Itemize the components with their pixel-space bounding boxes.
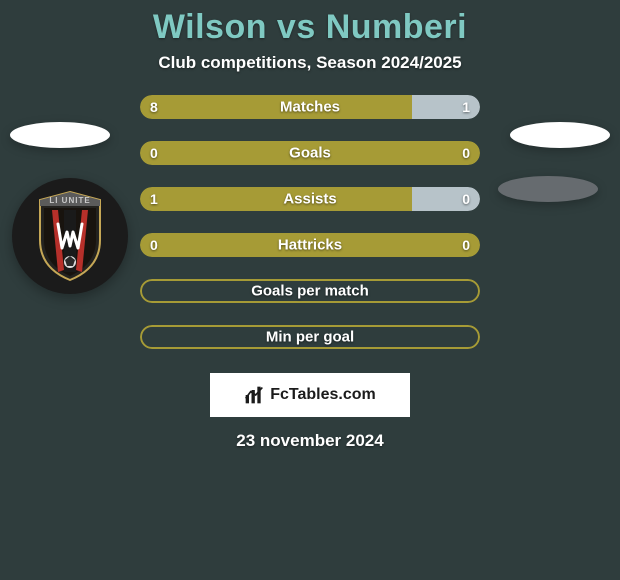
brand-box: FcTables.com — [210, 373, 410, 417]
bar-label: Assists — [283, 191, 336, 208]
player-left-placeholder — [10, 122, 110, 148]
bar-right-value: 1 — [462, 99, 470, 115]
stat-bar: Assists 1 0 — [140, 187, 480, 211]
bar-right-value: 0 — [462, 237, 470, 253]
bar-label: Hattricks — [278, 237, 342, 254]
shield-icon: LI UNITE — [34, 190, 106, 282]
stat-bar: Goals per match — [140, 279, 480, 303]
page-title: Wilson vs Numberi — [153, 8, 467, 47]
bar-left-value: 1 — [150, 191, 158, 207]
bar-left-value: 0 — [150, 145, 158, 161]
comparison-infographic: Wilson vs Numberi Club competitions, Sea… — [0, 0, 620, 580]
bar-label: Min per goal — [266, 329, 354, 346]
brand-text: FcTables.com — [270, 386, 376, 404]
club-right-placeholder — [498, 176, 598, 202]
badge-text: LI UNITE — [34, 196, 106, 205]
bar-right-value: 0 — [462, 191, 470, 207]
stat-bar: Min per goal — [140, 325, 480, 349]
bar-left-segment — [140, 187, 412, 211]
date-text: 23 november 2024 — [236, 431, 383, 451]
bar-label: Matches — [280, 99, 340, 116]
bar-left-segment — [140, 95, 412, 119]
stat-bar: Matches 8 1 — [140, 95, 480, 119]
bar-right-value: 0 — [462, 145, 470, 161]
club-badge: LI UNITE — [12, 178, 128, 294]
stat-bars: Matches81Goals00Assists10Hattricks00Goal… — [140, 95, 480, 349]
bar-left-value: 8 — [150, 99, 158, 115]
bar-label: Goals — [289, 145, 331, 162]
stat-bar: Hattricks 0 0 — [140, 233, 480, 257]
chart-icon — [244, 385, 264, 405]
stat-bar: Goals 0 0 — [140, 141, 480, 165]
player-right-placeholder — [510, 122, 610, 148]
subtitle: Club competitions, Season 2024/2025 — [158, 53, 461, 73]
bar-left-value: 0 — [150, 237, 158, 253]
bar-label: Goals per match — [251, 283, 369, 300]
